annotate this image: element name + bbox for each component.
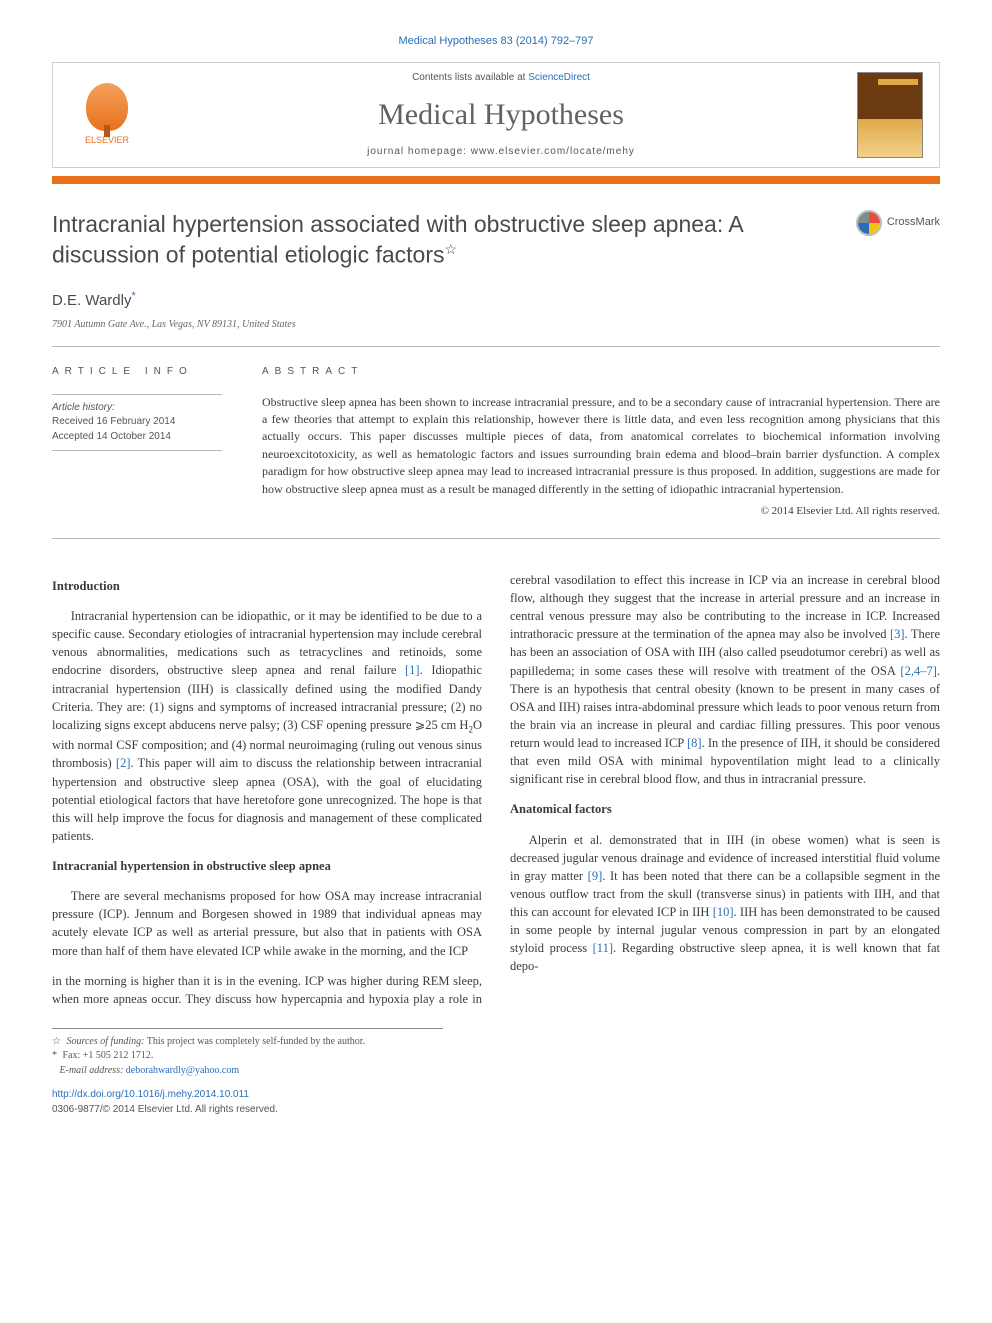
email-link[interactable]: deborahwardly@yahoo.com (126, 1065, 239, 1076)
journal-homepage-line: journal homepage: www.elsevier.com/locat… (145, 145, 857, 160)
funding-star-icon: ☆ (52, 1036, 61, 1047)
header-citation: Medical Hypotheses 83 (2014) 792–797 (52, 34, 940, 50)
reference-link-1[interactable]: [1] (405, 663, 420, 677)
intro-paragraph-1: Intracranial hypertension can be idiopat… (52, 607, 482, 845)
email-footnote: E-mail address: deborahwardly@yahoo.com (52, 1064, 443, 1079)
accepted-date: Accepted 14 October 2014 (52, 431, 171, 442)
homepage-prefix: journal homepage: (367, 146, 471, 157)
doi-link[interactable]: http://dx.doi.org/10.1016/j.mehy.2014.10… (52, 1089, 249, 1100)
reference-link-2[interactable]: [2] (116, 756, 131, 770)
elsevier-tree-icon (86, 83, 128, 131)
contents-available-line: Contents lists available at ScienceDirec… (145, 71, 857, 86)
reference-link-11[interactable]: [11] (593, 941, 613, 955)
author-name: D.E. Wardly (52, 292, 131, 309)
article-title-text: Intracranial hypertension associated wit… (52, 211, 742, 268)
fax-footnote: * Fax: +1 505 212 1712. (52, 1049, 443, 1064)
email-label: E-mail address: (60, 1065, 126, 1076)
author-affiliation: 7901 Autumn Gate Ave., Las Vegas, NV 891… (52, 318, 940, 348)
funding-label: Sources of funding: (66, 1036, 144, 1047)
authors-line: D.E. Wardly* (52, 289, 940, 312)
publisher-logo[interactable]: ELSEVIER (69, 73, 145, 157)
funding-footnote: ☆ Sources of funding: This project was c… (52, 1035, 443, 1050)
fax-text: Fax: +1 505 212 1712. (60, 1050, 153, 1061)
abstract-text: Obstructive sleep apnea has been shown t… (262, 394, 940, 498)
doi-block: http://dx.doi.org/10.1016/j.mehy.2014.10… (52, 1088, 940, 1117)
issn-copyright-line: 0306-9877/© 2014 Elsevier Ltd. All right… (52, 1104, 278, 1115)
footnotes-block: ☆ Sources of funding: This project was c… (52, 1028, 443, 1079)
osa-paragraph-1: There are several mechanisms proposed fo… (52, 887, 482, 960)
abstract-copyright: © 2014 Elsevier Ltd. All rights reserved… (262, 504, 940, 520)
article-history-label: Article history: (52, 402, 115, 413)
title-funding-star: ☆ (445, 241, 458, 257)
reference-link-3[interactable]: [3] (890, 627, 905, 641)
journal-header-box: ELSEVIER Contents lists available at Sci… (52, 62, 940, 169)
reference-link-247[interactable]: [2,4–7] (900, 664, 936, 678)
introduction-heading: Introduction (52, 577, 482, 595)
funding-text: This project was completely self-funded … (144, 1036, 365, 1047)
osa-heading: Intracranial hypertension in obstructive… (52, 857, 482, 875)
reference-link-9[interactable]: [9] (588, 869, 603, 883)
crossmark-icon (856, 210, 882, 236)
article-info-column: ARTICLE INFO Article history: Received 1… (52, 347, 262, 538)
abstract-heading: ABSTRACT (262, 365, 940, 380)
reference-link-8[interactable]: [8] (687, 736, 702, 750)
homepage-url[interactable]: www.elsevier.com/locate/mehy (471, 146, 635, 157)
anatomical-heading: Anatomical factors (510, 800, 940, 818)
corr-star-icon: * (52, 1050, 57, 1061)
corresponding-author-mark: * (131, 290, 135, 302)
sciencedirect-link[interactable]: ScienceDirect (528, 72, 590, 83)
article-info-heading: ARTICLE INFO (52, 365, 246, 380)
abstract-column: ABSTRACT Obstructive sleep apnea has bee… (262, 347, 940, 538)
contents-prefix: Contents lists available at (412, 72, 528, 83)
header-orange-rule (52, 176, 940, 184)
journal-cover-thumbnail[interactable] (857, 72, 923, 158)
crossmark-widget[interactable]: CrossMark (856, 210, 940, 236)
reference-link-10[interactable]: [10] (713, 905, 734, 919)
crossmark-label: CrossMark (887, 215, 940, 231)
journal-name: Medical Hypotheses (145, 93, 857, 137)
article-title: Intracranial hypertension associated wit… (52, 210, 840, 270)
received-date: Received 16 February 2014 (52, 416, 175, 427)
article-body: Introduction Intracranial hypertension c… (52, 571, 940, 1008)
anatomical-paragraph-1: Alperin et al. demonstrated that in IIH … (510, 831, 940, 976)
